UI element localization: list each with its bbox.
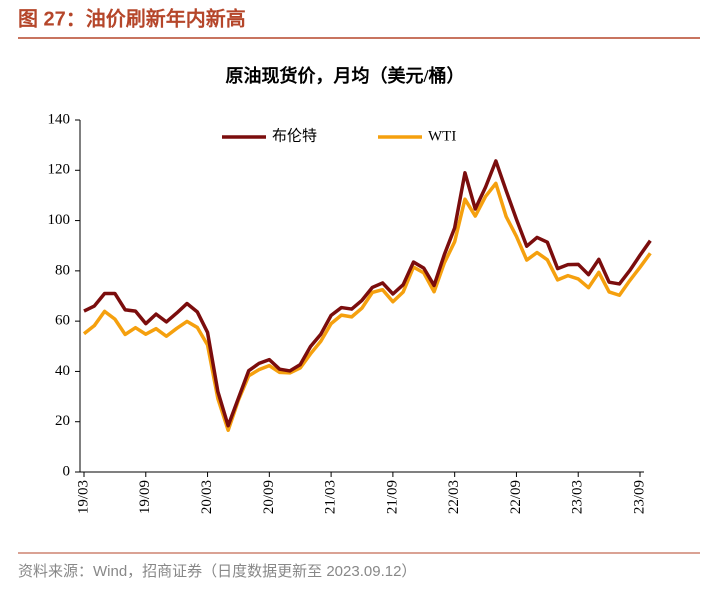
y-tick-label: 0 (63, 463, 71, 479)
y-tick-label: 80 (55, 262, 70, 278)
figure-title: 图 27：油价刷新年内新高 (18, 6, 246, 30)
legend-label: 布伦特 (272, 127, 317, 144)
x-tick-label: 23/09 (631, 480, 647, 514)
x-tick-label: 19/03 (75, 480, 91, 514)
x-tick-label: 22/03 (446, 480, 462, 514)
x-tick-label: 20/03 (199, 480, 215, 514)
source: 资料来源：Wind，招商证券（日度数据更新至 2023.09.12） (18, 563, 416, 580)
x-tick-label: 21/09 (384, 480, 400, 514)
x-tick-label: 22/09 (508, 480, 524, 514)
series-line (83, 159, 652, 428)
y-tick-label: 20 (55, 413, 70, 429)
x-tick-label: 21/03 (323, 480, 339, 514)
chart-title: 原油现货价，月均（美元/桶） (226, 65, 465, 86)
y-tick-label: 120 (48, 162, 71, 178)
x-tick-label: 23/03 (570, 480, 586, 514)
y-tick-label: 60 (55, 313, 70, 329)
legend-label: WTI (428, 128, 456, 144)
y-tick-label: 100 (48, 212, 71, 228)
y-tick-label: 40 (55, 363, 70, 379)
y-tick-label: 140 (48, 111, 71, 127)
x-tick-label: 19/09 (137, 480, 153, 514)
x-tick-label: 20/09 (261, 480, 277, 514)
series-line (82, 181, 652, 433)
